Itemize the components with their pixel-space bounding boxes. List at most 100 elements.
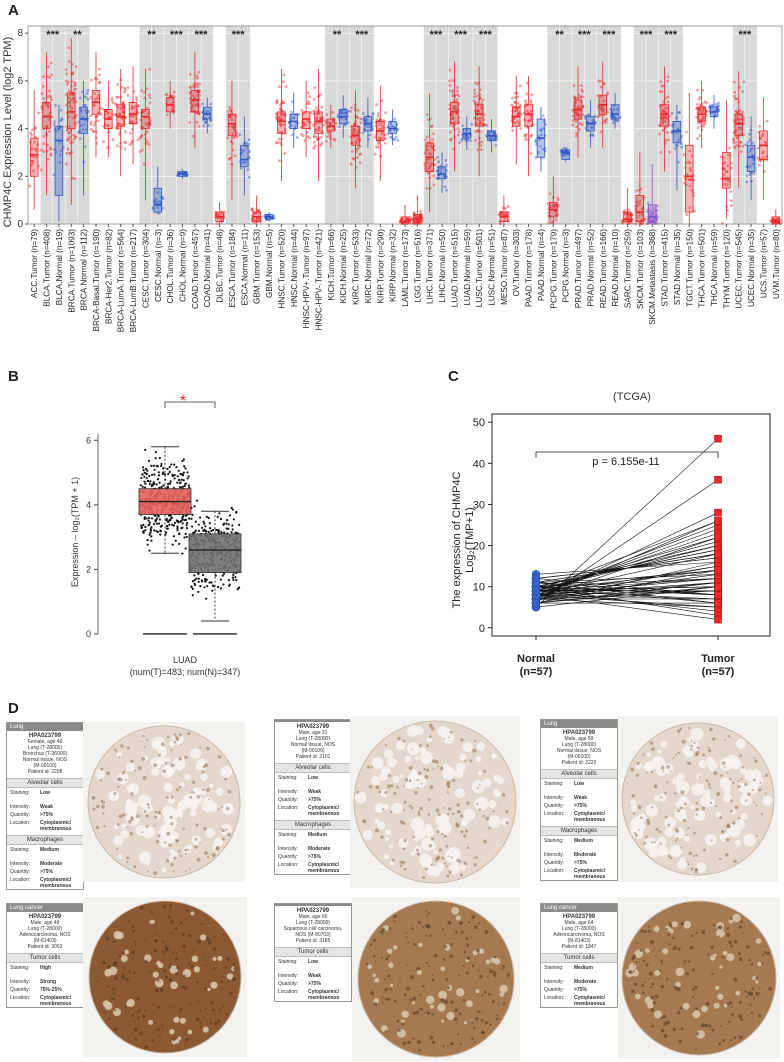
hpa-antibody-id: HPA023799 [296, 724, 330, 730]
tissue-stain [755, 804, 758, 807]
a-data-point [575, 131, 578, 135]
a-data-point [502, 212, 505, 216]
tissue-stain [169, 962, 172, 965]
a-data-point [602, 99, 605, 103]
tissue-stain [447, 920, 452, 925]
b-data-point [216, 515, 219, 518]
tissue-stain [168, 978, 173, 982]
tissue-stain [732, 821, 736, 825]
a-data-point [380, 99, 384, 103]
a-data-point [479, 106, 483, 110]
tissue-stain [488, 826, 491, 830]
tissue-lumen [392, 775, 400, 784]
a-box [388, 121, 397, 134]
tissue-stain [121, 951, 125, 954]
tissue-stain [705, 1002, 710, 1006]
tissue-stain [689, 748, 693, 751]
a-data-point [71, 93, 75, 96]
a-data-point [97, 67, 101, 71]
panel-label-c: C [448, 368, 459, 385]
a-data-point [661, 128, 665, 132]
a-data-point [209, 119, 212, 123]
a-data-point [639, 222, 643, 225]
a-data-point [634, 222, 638, 226]
tissue-stain [431, 974, 434, 977]
tissue-stain [158, 753, 162, 757]
a-data-point [666, 75, 670, 79]
tissue-stain [113, 748, 117, 751]
tissue-stain [458, 860, 462, 863]
a-data-point [356, 147, 359, 151]
a-data-point [686, 173, 689, 176]
a-data-point [416, 215, 420, 219]
tissue-stain [417, 810, 421, 814]
a-box [202, 106, 212, 120]
a-significance-label: *** [479, 29, 493, 41]
tissue-stain [695, 813, 698, 816]
a-data-point [723, 161, 727, 164]
b-data-point [146, 543, 149, 546]
a-data-point [60, 118, 64, 121]
tissue-stain [157, 811, 162, 815]
tissue-lumen [664, 817, 677, 829]
tissue-stain [641, 983, 645, 988]
a-x-tick-label: LIHC.Tumor (n=371) [426, 229, 435, 304]
a-data-point [506, 205, 510, 208]
a-data-point [575, 125, 579, 129]
tissue-stain [165, 975, 169, 979]
tissue-stain [187, 731, 191, 736]
a-data-point [364, 116, 367, 120]
tissue-lumen [438, 990, 448, 1000]
a-data-point [414, 221, 418, 225]
tissue-stain [740, 792, 743, 794]
a-data-point [418, 221, 422, 225]
a-data-point [703, 122, 707, 125]
tissue-lumen [175, 1039, 180, 1044]
tissue-stain [151, 1039, 155, 1043]
tissue-lumen [371, 757, 384, 769]
a-data-point [427, 166, 431, 170]
tissue-lumen [95, 769, 105, 779]
tissue-lumen [120, 830, 129, 839]
a-data-point [428, 153, 432, 156]
a-data-point [661, 117, 665, 121]
a-data-point [248, 150, 251, 154]
b-data-point [227, 523, 230, 526]
b-data-point [166, 467, 169, 471]
a-x-tick-label: KICH.Tumor (n=66) [327, 229, 336, 301]
a-data-point [666, 79, 670, 83]
a-y-tick-label: 0 [17, 219, 23, 230]
tissue-stain [224, 777, 227, 781]
tissue-stain [221, 806, 224, 809]
tissue-stain [113, 1009, 117, 1012]
hpa-staining-key: Staining: [10, 790, 30, 796]
tissue-lumen [387, 948, 393, 954]
b-data-point [142, 523, 145, 527]
a-data-point [195, 90, 199, 94]
a-data-point [750, 141, 754, 145]
tissue-stain [185, 1038, 189, 1042]
c-p-value: p = 6.155e-11 [592, 456, 659, 468]
a-x-tick-label: COAD.Tumor (n=457) [191, 229, 200, 309]
a-x-tick-label: UCEC.Normal (n=35) [747, 229, 756, 307]
a-data-point [74, 135, 78, 139]
hpa-intensity-value: Weak [574, 795, 587, 801]
a-data-point [34, 155, 38, 159]
a-data-point [200, 102, 204, 106]
a-x-tick-label: STAD.Normal (n=35) [673, 229, 682, 305]
tissue-stain [437, 813, 441, 817]
tissue-lumen [682, 1002, 690, 1010]
b-data-point [205, 597, 208, 600]
tissue-stain [220, 827, 222, 830]
b-data-point [225, 522, 228, 525]
tissue-lumen [184, 773, 191, 781]
a-data-point [92, 130, 96, 133]
tissue-stain [381, 928, 386, 932]
tissue-stain [133, 864, 137, 869]
tissue-lumen [207, 987, 211, 992]
tissue-stain [757, 788, 762, 792]
tissue-lumen [724, 756, 732, 764]
a-data-point [135, 98, 139, 102]
a-data-point [140, 148, 144, 152]
a-data-point [529, 118, 533, 122]
